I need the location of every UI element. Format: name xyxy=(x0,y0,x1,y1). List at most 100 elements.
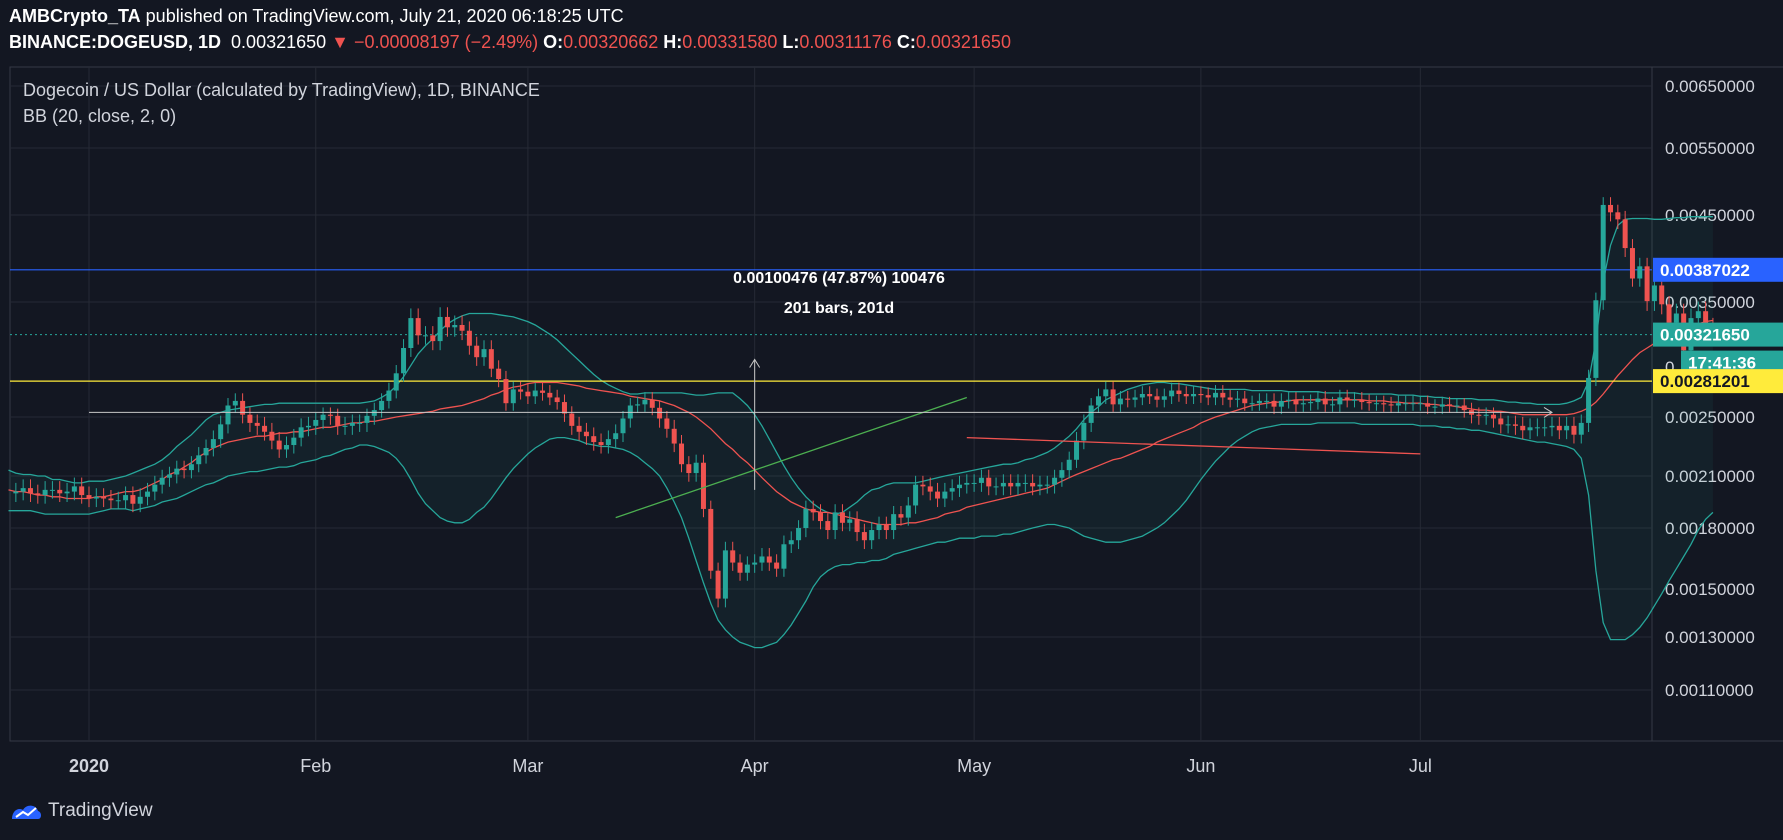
y-tick-label: 0.00350000 xyxy=(1665,293,1755,312)
price-change: ▼ −0.00008197 (−2.49%) xyxy=(331,32,539,52)
candle-body xyxy=(605,439,611,446)
candle-body xyxy=(898,514,904,518)
candle-body xyxy=(1330,404,1336,406)
bb-band-fill xyxy=(8,216,1713,648)
candle-body xyxy=(591,436,597,443)
price-chart[interactable]: 0.00650000 0.00550000 0.00450000 0.00350000… xyxy=(0,0,1783,800)
candle-body xyxy=(839,512,845,523)
candle-body xyxy=(686,464,692,474)
candle-body xyxy=(1000,482,1006,487)
trendline-green xyxy=(615,396,968,519)
candle-body xyxy=(657,407,663,419)
candle-body xyxy=(174,468,180,475)
y-tick-label: 0.00210000 xyxy=(1665,467,1755,486)
candle-body xyxy=(181,468,187,471)
candle-body xyxy=(1608,204,1614,213)
candle-body xyxy=(188,464,194,471)
candle-body xyxy=(393,373,399,391)
y-tick-label: 0.00130000 xyxy=(1665,628,1755,647)
candle-body xyxy=(942,491,948,499)
resistance-price-tag: 0.00387022 xyxy=(1653,257,1783,282)
candle-body xyxy=(1564,425,1570,431)
candle-body xyxy=(379,400,385,411)
candle-body xyxy=(1593,300,1599,378)
candle-body xyxy=(401,348,407,374)
candle-body xyxy=(1095,396,1101,406)
candle-body xyxy=(1315,398,1321,403)
resistance-price-tag-bg xyxy=(1653,257,1783,282)
x-tick-label: May xyxy=(957,756,991,776)
candle-body xyxy=(913,484,919,506)
candle-body xyxy=(291,437,297,446)
candle-body xyxy=(1234,398,1240,400)
candle-body xyxy=(1125,398,1131,400)
y-tick-label: 0.00650000 xyxy=(1665,77,1755,96)
candle-body xyxy=(1359,399,1365,403)
candle-body xyxy=(561,402,567,414)
chart-title: Dogecoin / US Dollar (calculated by Trad… xyxy=(23,80,540,100)
candle-body xyxy=(1183,394,1189,397)
support-price-tag: 0.00281201 xyxy=(1653,369,1783,394)
candle-body xyxy=(79,486,85,496)
candle-body xyxy=(466,330,472,346)
candle-body xyxy=(1659,285,1665,305)
candle-body xyxy=(730,550,736,563)
candle-body xyxy=(708,508,714,571)
candle-body xyxy=(1154,396,1160,400)
candle-body xyxy=(284,445,290,450)
x-tick-label: Mar xyxy=(512,756,543,776)
candle-body xyxy=(510,389,516,404)
candle-body xyxy=(883,524,889,531)
x-tick-label: 2020 xyxy=(69,756,109,776)
candle-body xyxy=(152,484,158,492)
tradingview-footer[interactable]: TradingView xyxy=(10,800,153,822)
last-price-tag: 0.00321650 xyxy=(1653,322,1783,347)
candle-body xyxy=(1256,400,1262,404)
candle-body xyxy=(752,562,758,565)
candle-body xyxy=(298,427,304,438)
candle-body xyxy=(1490,414,1496,419)
close-label: C: xyxy=(896,32,916,52)
candle-body xyxy=(210,439,216,448)
candle-body xyxy=(101,496,107,499)
candle-body xyxy=(1191,394,1197,397)
candle-body xyxy=(1403,403,1409,405)
y-tick-label: 0.00150000 xyxy=(1665,580,1755,599)
candle-body xyxy=(1022,482,1028,484)
candle-body xyxy=(159,477,165,485)
candle-body xyxy=(1425,403,1431,407)
candle-body xyxy=(554,397,560,403)
candle-body xyxy=(123,495,129,501)
candle-body xyxy=(664,418,670,429)
candle-body xyxy=(547,392,553,398)
candle-body xyxy=(1410,403,1416,405)
candle-body xyxy=(1074,440,1080,460)
candle-body xyxy=(1242,398,1248,404)
candle-body xyxy=(1132,397,1138,400)
candle-body xyxy=(876,524,882,531)
candle-body xyxy=(1286,399,1292,401)
candle-body xyxy=(1703,311,1709,328)
candle-body xyxy=(1220,392,1226,398)
candle-body xyxy=(269,431,275,441)
candle-body xyxy=(905,505,911,518)
candle-body xyxy=(437,316,443,342)
candle-body xyxy=(1052,477,1058,485)
candle-body xyxy=(1088,405,1094,423)
candle-body xyxy=(57,489,63,494)
candle-body xyxy=(254,422,260,426)
candle-body xyxy=(71,486,77,492)
candle-body xyxy=(540,390,546,393)
author-name[interactable]: AMBCrypto_TA xyxy=(9,6,141,26)
candle-body xyxy=(1432,406,1438,408)
candle-body xyxy=(313,419,319,426)
tradingview-logo-icon xyxy=(12,805,41,819)
last-price-tag-text: 0.00321650 xyxy=(1660,326,1750,345)
x-tick-label: Feb xyxy=(300,756,331,776)
measure-arrow-head xyxy=(749,358,761,368)
support-price-tag-text: 0.00281201 xyxy=(1660,372,1750,391)
low-value: 0.00311176 xyxy=(799,32,892,52)
candle-body xyxy=(796,528,802,541)
candle-body xyxy=(971,482,977,484)
candle-body xyxy=(854,519,860,533)
